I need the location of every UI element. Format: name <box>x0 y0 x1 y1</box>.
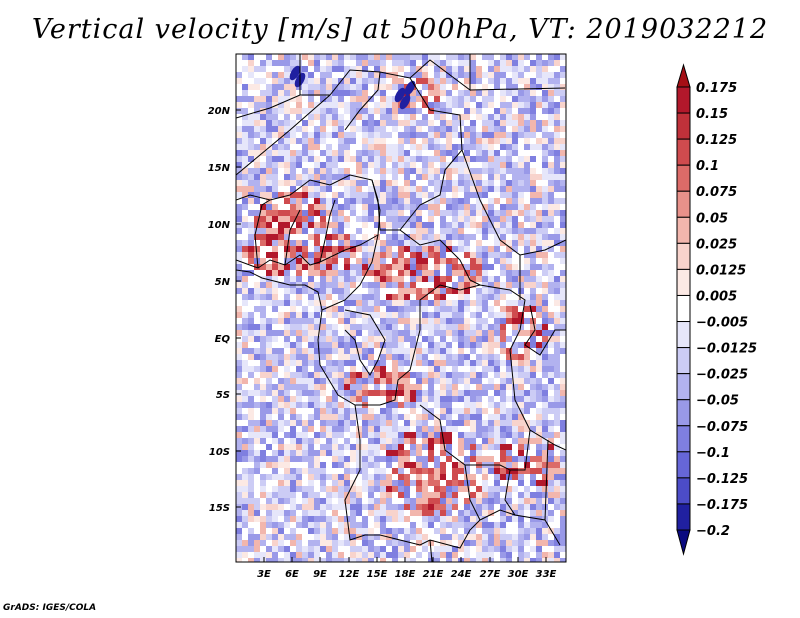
colorbar-label: −0.2 <box>696 524 730 539</box>
lat-tick-label: 15S <box>209 503 230 514</box>
lat-tick-label: 10N <box>208 220 231 231</box>
colorbar-swatch <box>676 216 691 244</box>
colorbar-swatch <box>676 477 691 505</box>
lon-tick-label: 27E <box>480 569 501 580</box>
colorbar-label: 0.075 <box>696 185 737 200</box>
colorbar-swatch <box>676 425 691 453</box>
lon-tick-label: 3E <box>257 569 271 580</box>
lon-tick-label: 33E <box>536 569 557 580</box>
colorbar-swatch <box>676 347 691 375</box>
colorbar-label: −0.005 <box>696 316 748 331</box>
country-borders <box>236 54 566 562</box>
colorbar-label: −0.1 <box>696 446 730 461</box>
colorbar-swatch <box>676 86 691 114</box>
lat-tick-label: 5N <box>215 277 231 288</box>
colorbar-label: 0.1 <box>696 159 719 174</box>
colorbar-label: 0.05 <box>696 211 728 226</box>
colorbar-label: 0.175 <box>696 81 737 96</box>
colorbar-label: 0.15 <box>696 107 728 122</box>
colorbar-label: −0.075 <box>696 420 748 435</box>
colorbar-min-arrow <box>676 529 691 556</box>
lon-tick-label: 21E <box>423 569 444 580</box>
lat-tick-label: EQ <box>215 334 231 345</box>
colorbar-swatch <box>676 503 691 531</box>
colorbar-swatch <box>676 373 691 401</box>
lat-tick-label: 20N <box>208 106 231 117</box>
colorbar-label: 0.025 <box>696 237 737 252</box>
lat-tick-label: 5S <box>216 390 230 401</box>
colorbar-swatch <box>676 399 691 427</box>
lon-tick-label: 30E <box>508 569 529 580</box>
colorbar-swatch <box>676 138 691 166</box>
lon-tick-label: 6E <box>285 569 299 580</box>
colorbar-swatch <box>676 294 691 323</box>
colorbar-swatch <box>676 190 691 218</box>
colorbar-label: −0.175 <box>696 498 748 513</box>
colorbar-swatch <box>676 321 691 349</box>
colorbar-label: −0.025 <box>696 368 748 383</box>
colorbar-label: 0.005 <box>696 289 737 304</box>
colorbar-swatch <box>676 268 691 296</box>
lon-tick-label: 15E <box>367 569 388 580</box>
lon-tick-label: 12E <box>339 569 360 580</box>
velocity-field <box>236 54 566 562</box>
map-frame <box>235 53 567 563</box>
colorbar-label: −0.05 <box>696 394 739 409</box>
latitude-axis: 20N 15N 10N 5N EQ 5S 10S 15S <box>208 106 241 514</box>
colorbar: 0.175 0.15 0.125 0.1 0.075 0.05 0.025 0.0125 0.0… <box>676 63 757 556</box>
colorbar-label: −0.125 <box>696 472 748 487</box>
colorbar-swatch <box>676 112 691 140</box>
lon-tick-label: 9E <box>313 569 327 580</box>
colorbar-swatch <box>676 164 691 192</box>
colorbar-swatch <box>676 242 691 270</box>
colorbar-swatch <box>676 451 691 479</box>
colorbar-label: 0.0125 <box>696 263 746 278</box>
longitude-axis: 3E 6E 9E 12E 15E 18E 21E 24E 27E 30E 33E <box>257 557 557 580</box>
lon-tick-label: 24E <box>451 569 472 580</box>
lon-tick-label: 18E <box>395 569 416 580</box>
lat-tick-label: 15N <box>208 163 231 174</box>
colorbar-label: 0.125 <box>696 133 737 148</box>
lat-tick-label: 10S <box>209 447 230 458</box>
grads-credit: GrADS: IGES/COLA <box>3 603 97 613</box>
colorbar-max-arrow <box>676 63 691 88</box>
colorbar-label: −0.0125 <box>696 342 757 357</box>
map-title: Vertical velocity [m/s] at 500hPa, VT: 2… <box>31 14 769 45</box>
